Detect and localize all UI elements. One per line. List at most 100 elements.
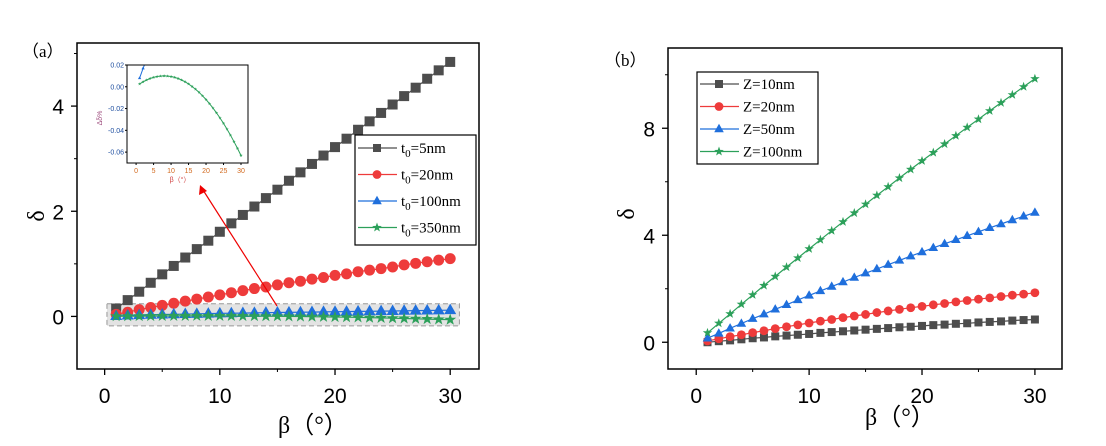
data-point: [827, 315, 837, 324]
data-point: [793, 294, 803, 304]
data-point: [375, 304, 388, 316]
data-point: [849, 208, 859, 218]
legend-label: Z=50nm: [743, 122, 795, 138]
data-point: [283, 310, 295, 322]
inset-x-tick-label: 0: [134, 168, 138, 175]
inset-data-point: [214, 111, 219, 115]
inset-data-point: [137, 82, 142, 86]
data-point: [352, 311, 364, 323]
data-point: [725, 308, 735, 318]
inset-data-point: [137, 76, 142, 80]
inset-data-point: [211, 106, 215, 110]
inset-series-t0=350nm: [137, 74, 243, 157]
data-point: [398, 259, 410, 271]
inset-data: [137, 19, 243, 157]
data-point: [133, 309, 146, 322]
x-tick-label: 0: [99, 385, 111, 408]
arrow-head-icon: [199, 185, 207, 195]
inset-y-axis-label: Δδ%: [97, 111, 104, 126]
inset-data-point: [228, 133, 233, 137]
series-t0=350nm: [110, 309, 457, 325]
data-point: [951, 130, 961, 140]
data-point: [364, 116, 375, 127]
data-point: [781, 262, 792, 272]
data-point: [410, 82, 421, 93]
series-Z=50nm: [702, 207, 1040, 342]
inset-data-point: [173, 19, 176, 22]
series-Z=20nm: [703, 288, 1040, 346]
y-tick-label: 2: [52, 201, 64, 224]
data-point: [951, 297, 961, 307]
inset-x-tick-label: 5: [152, 168, 156, 175]
data-point: [782, 331, 791, 340]
legend-marker: [714, 123, 724, 133]
data-point: [770, 324, 780, 334]
data-point: [815, 234, 826, 244]
data-point: [895, 304, 904, 314]
plot-frame: [76, 42, 480, 370]
data-point: [399, 91, 410, 102]
data-point: [1018, 211, 1029, 220]
data-point: [260, 309, 272, 322]
data-point: [1030, 207, 1040, 216]
data-point: [917, 246, 927, 256]
data-point: [110, 310, 123, 322]
legend-label-rest: =20nm: [411, 168, 454, 184]
data-point: [714, 318, 724, 328]
legend-label-main: t: [401, 141, 406, 157]
data-point: [179, 309, 192, 321]
data-point: [1007, 290, 1017, 300]
legend-label-sub: 0: [405, 201, 411, 213]
data-point: [973, 226, 984, 235]
data-point: [838, 327, 847, 336]
x-axis-label: β（°）: [865, 405, 935, 431]
data-point: [963, 319, 972, 328]
inset-data-point: [232, 139, 236, 144]
data-point: [985, 105, 995, 115]
data-point: [861, 325, 870, 334]
data-point: [168, 297, 180, 309]
data-point: [816, 328, 825, 337]
data-point: [329, 310, 341, 323]
data-point: [236, 309, 249, 322]
inset-data-point: [193, 87, 198, 91]
data-point: [917, 155, 927, 165]
data-point: [432, 313, 445, 325]
data-point: [225, 287, 237, 299]
data-point: [793, 330, 802, 339]
inset-y-tick-label: 0.02: [110, 63, 124, 70]
data-point: [111, 303, 122, 314]
data-point: [444, 303, 457, 315]
data-point: [203, 235, 214, 246]
data-point: [167, 309, 180, 321]
legend-marker: [372, 170, 382, 179]
data-point: [996, 97, 1006, 107]
inset-data-point: [148, 50, 151, 53]
data-point: [827, 328, 836, 337]
data-point: [340, 311, 353, 323]
data-point: [144, 309, 157, 322]
inset-x-tick-label: 10: [167, 168, 175, 175]
inset-y-tick-label: -0.06: [108, 150, 124, 157]
data-point: [816, 316, 825, 326]
legend-label-sub: 0: [405, 175, 411, 187]
data-point: [272, 184, 283, 195]
series-t0=5nm: [111, 56, 456, 314]
data-point: [962, 230, 972, 239]
panel-label: （a）: [22, 42, 64, 61]
data-point: [951, 319, 960, 328]
data-point: [421, 303, 434, 315]
data-point: [826, 225, 837, 235]
data-point: [748, 334, 757, 343]
data-point: [432, 303, 445, 315]
data-point: [121, 309, 134, 322]
data-point: [191, 293, 203, 305]
data-point: [410, 257, 422, 269]
data-point: [376, 107, 387, 118]
data-point: [202, 291, 214, 303]
data-point: [237, 285, 249, 297]
legend-label-main: t: [401, 194, 406, 210]
data-point: [295, 167, 306, 178]
data-point: [329, 305, 342, 316]
data-point: [894, 173, 905, 183]
